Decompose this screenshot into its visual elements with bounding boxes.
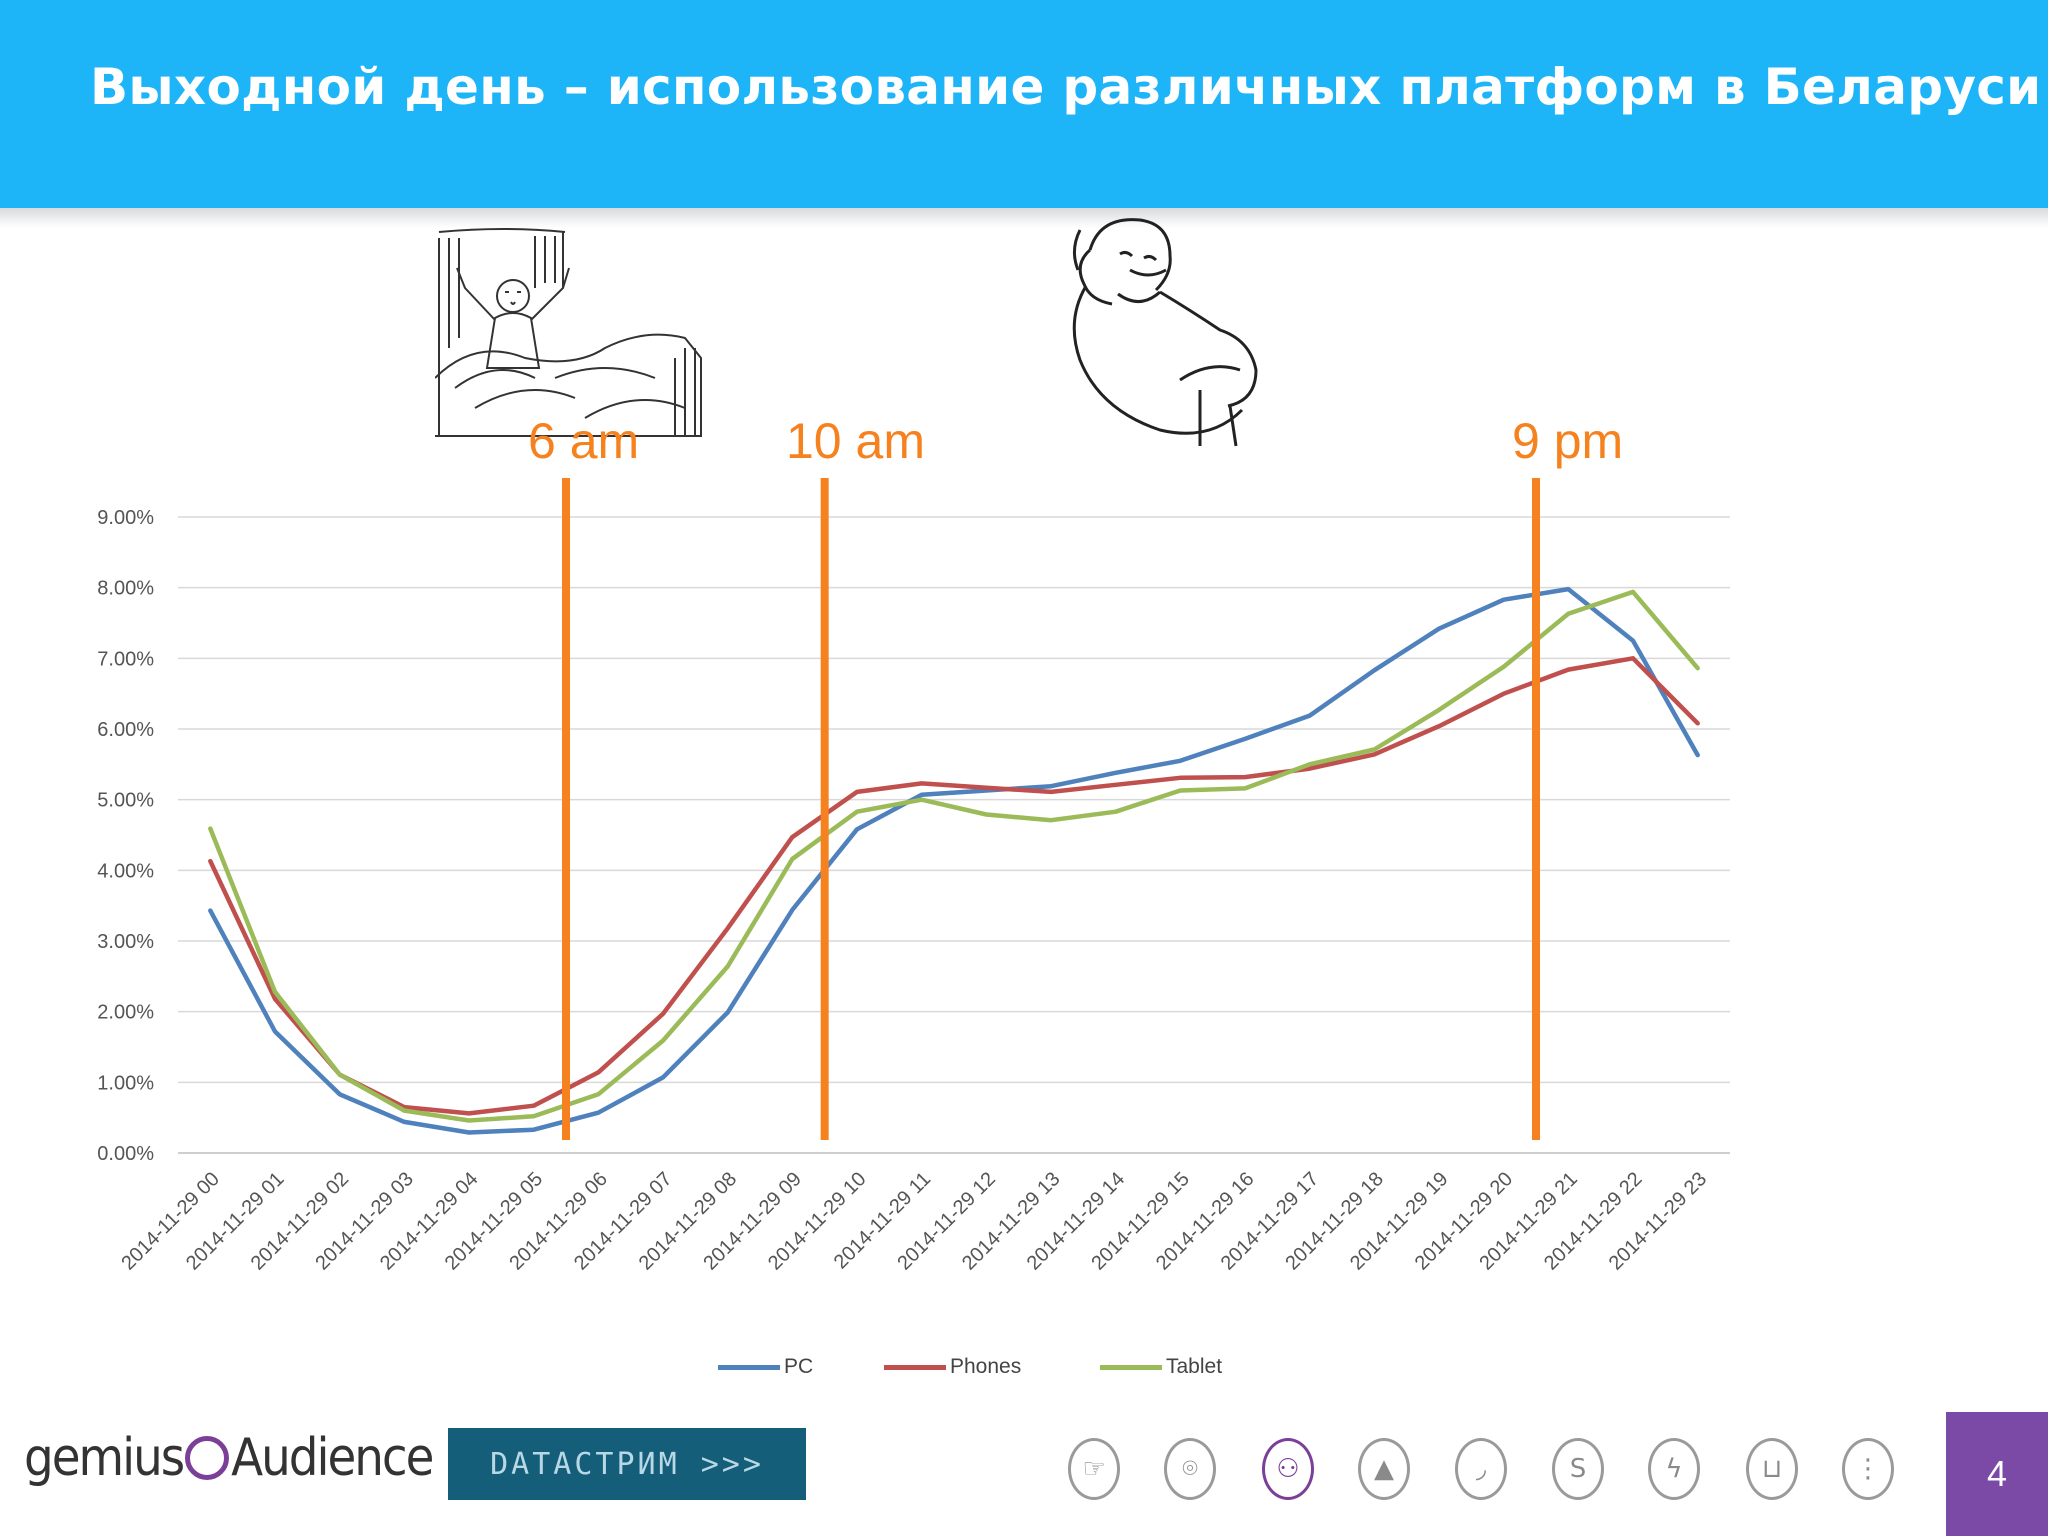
logo-text-gemius: gemius bbox=[24, 1428, 185, 1488]
y-tick-label: 8.00% bbox=[97, 578, 154, 600]
legend-pc-label: PC bbox=[784, 1355, 814, 1378]
tablet-line bbox=[208, 589, 1700, 1123]
legend-phones-label: Phones bbox=[950, 1355, 1022, 1378]
marker-label-10am: 10 am bbox=[786, 413, 925, 469]
legend-pc: PC bbox=[718, 1352, 813, 1382]
legend-tablet: Tablet bbox=[1100, 1352, 1222, 1382]
marker-label-9pm: 9 pm bbox=[1512, 413, 1624, 469]
y-tick-label: 0.00% bbox=[97, 1143, 154, 1165]
relaxing-man-illustration bbox=[1072, 218, 1258, 447]
s-curve-icon[interactable]: S bbox=[1552, 1438, 1604, 1500]
y-tick-label: 7.00% bbox=[97, 648, 154, 670]
lightning-icon[interactable]: ϟ bbox=[1648, 1438, 1700, 1500]
location-pin-icon[interactable]: ⌾ bbox=[1164, 1438, 1216, 1500]
title-bar-shadow bbox=[0, 208, 2048, 228]
phones-line bbox=[208, 656, 1700, 1116]
y-tick-label: 4.00% bbox=[97, 860, 154, 882]
y-tick-label: 6.00% bbox=[97, 719, 154, 741]
pointer-icon[interactable]: ☞ bbox=[1068, 1438, 1120, 1500]
y-tick-label: 1.00% bbox=[97, 1072, 154, 1094]
audience-icon[interactable]: ⚇ bbox=[1262, 1438, 1314, 1500]
y-tick-label: 9.00% bbox=[97, 507, 154, 529]
title-bar bbox=[0, 0, 2048, 208]
y-tick-label: 3.00% bbox=[97, 931, 154, 953]
legend-phones: Phones bbox=[884, 1352, 1021, 1382]
wifi-signal-icon[interactable]: ◞ bbox=[1455, 1438, 1507, 1500]
waking-child-illustration bbox=[435, 228, 702, 437]
audience-ring-icon bbox=[185, 1436, 230, 1480]
page-number: 4 bbox=[1946, 1412, 2048, 1536]
logo-text-audience: Audience bbox=[231, 1428, 434, 1488]
pyramid-icon[interactable]: ▲ bbox=[1358, 1438, 1410, 1500]
traffic-light-icon[interactable]: ⋮ bbox=[1842, 1438, 1894, 1500]
y-tick-label: 2.00% bbox=[97, 1002, 154, 1024]
legend-pc-swatch bbox=[718, 1364, 780, 1370]
slide-title: Выходной день – использование различных … bbox=[90, 58, 2042, 116]
datastream-logo: DATACTPИM >>> bbox=[448, 1428, 806, 1500]
legend-tablet-swatch bbox=[1100, 1364, 1162, 1370]
cart-icon[interactable]: ⊔ bbox=[1746, 1438, 1798, 1500]
y-tick-label: 5.00% bbox=[97, 790, 154, 812]
gemius-audience-logo: gemius Audience bbox=[24, 1428, 434, 1488]
legend-tablet-label: Tablet bbox=[1166, 1355, 1223, 1378]
marker-label-6am: 6 am bbox=[528, 413, 640, 469]
pc-line bbox=[208, 586, 1700, 1135]
legend-phones-swatch bbox=[884, 1364, 946, 1370]
weekend-platform-usage-chart: 9.00% 8.00% 7.00% 6.00% 5.00% 4.00% 3.00% 2.00%… bbox=[97, 478, 1730, 1274]
